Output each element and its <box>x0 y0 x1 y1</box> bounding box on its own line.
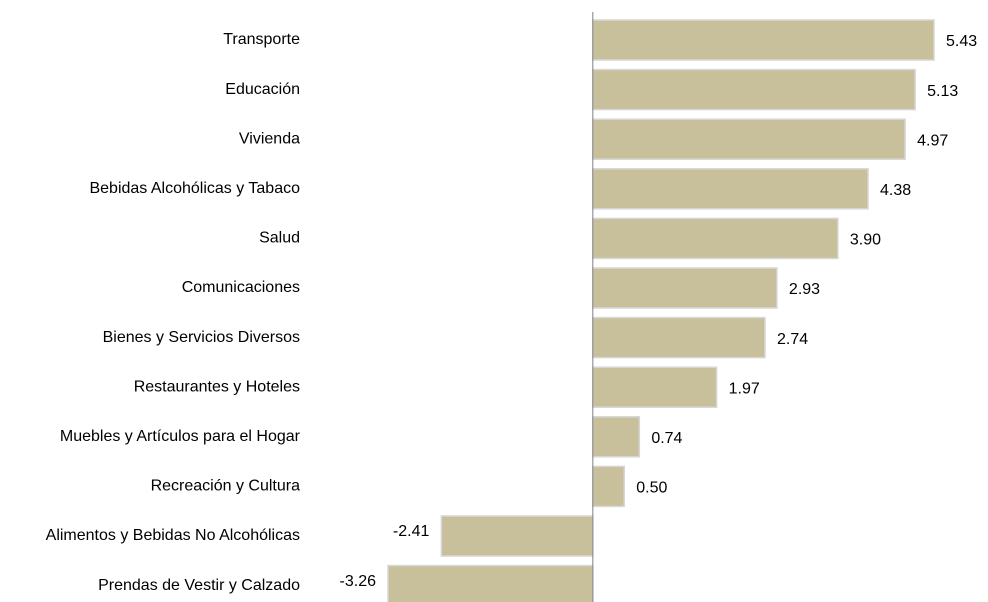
bar <box>592 316 766 359</box>
bar <box>592 366 718 408</box>
category-label: Bienes y Servicios Diversos <box>103 329 300 346</box>
bar <box>592 68 916 111</box>
bar <box>592 267 778 309</box>
category-label: Recreación y Cultura <box>151 478 301 495</box>
value-label: 1.97 <box>729 380 760 397</box>
category-label: Educación <box>225 81 300 98</box>
category-label: Bebidas Alcohólicas y Tabaco <box>89 180 300 197</box>
category-label: Prendas de Vestir y Calzado <box>98 577 300 594</box>
category-label: Transporte <box>223 31 300 48</box>
bar <box>387 564 594 602</box>
value-label: 4.38 <box>880 182 911 199</box>
bar <box>592 19 935 61</box>
value-label: 5.13 <box>927 83 958 100</box>
value-label: -2.41 <box>393 523 430 540</box>
category-label: Restaurantes y Hoteles <box>134 378 300 395</box>
value-label: 3.90 <box>850 232 881 249</box>
bar <box>440 515 594 557</box>
value-label: 0.50 <box>636 480 667 497</box>
category-label: Alimentos y Bebidas No Alcohólicas <box>46 527 300 544</box>
bar <box>592 416 641 458</box>
category-label: Muebles y Artículos para el Hogar <box>60 428 301 445</box>
bar <box>592 168 869 210</box>
value-label: 5.43 <box>946 33 977 50</box>
category-label: Comunicaciones <box>182 279 300 296</box>
value-label: -3.26 <box>340 573 377 590</box>
bar <box>592 465 625 508</box>
bar <box>592 217 839 260</box>
category-label: Salud <box>259 230 300 247</box>
category-label: Vivienda <box>239 130 300 147</box>
value-label: 2.93 <box>789 281 820 298</box>
value-label: 0.74 <box>651 430 682 447</box>
value-label: 4.97 <box>917 132 948 149</box>
bar <box>592 118 906 160</box>
value-label: 2.74 <box>777 331 808 348</box>
